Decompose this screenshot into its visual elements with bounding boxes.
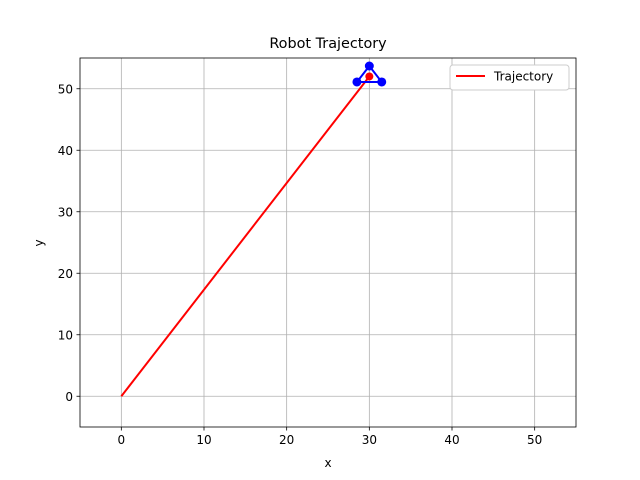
y-tick-label: 40: [58, 144, 73, 158]
axes-frame: [79, 57, 577, 428]
x-tick-label: 10: [196, 433, 211, 447]
robot-vertex-marker: [352, 77, 362, 87]
y-tick-label: 50: [58, 82, 73, 96]
x-tick-label: 0: [118, 433, 126, 447]
x-tick-label: 30: [362, 433, 377, 447]
robot-vertex-marker: [377, 77, 387, 87]
y-tick-label: 30: [58, 205, 73, 219]
y-axis-label: y: [32, 239, 46, 246]
grid-lines: [80, 58, 576, 427]
robot-triangle: [354, 64, 384, 83]
legend-box: [449, 64, 570, 91]
robot-center-marker: [365, 72, 374, 81]
x-tick-label: 50: [527, 433, 542, 447]
robot-vertex-marker: [364, 61, 374, 71]
y-tick-label: 20: [58, 267, 73, 281]
x-axis-label: x: [324, 456, 331, 470]
x-tick-label: 20: [279, 433, 294, 447]
y-axis-ticks: 0 10 20 30 40 50: [58, 82, 80, 404]
legend: Trajectory: [449, 64, 570, 91]
plot-area: [120, 61, 387, 397]
x-axis-ticks: 0 10 20 30 40 50: [118, 427, 542, 447]
x-tick-label: 40: [444, 433, 459, 447]
y-tick-label: 10: [58, 328, 73, 342]
legend-trajectory-label: Trajectory: [493, 70, 553, 84]
chart-title: Robot Trajectory: [269, 36, 387, 52]
y-tick-label: 0: [65, 390, 73, 404]
trajectory-line: [120, 75, 371, 397]
